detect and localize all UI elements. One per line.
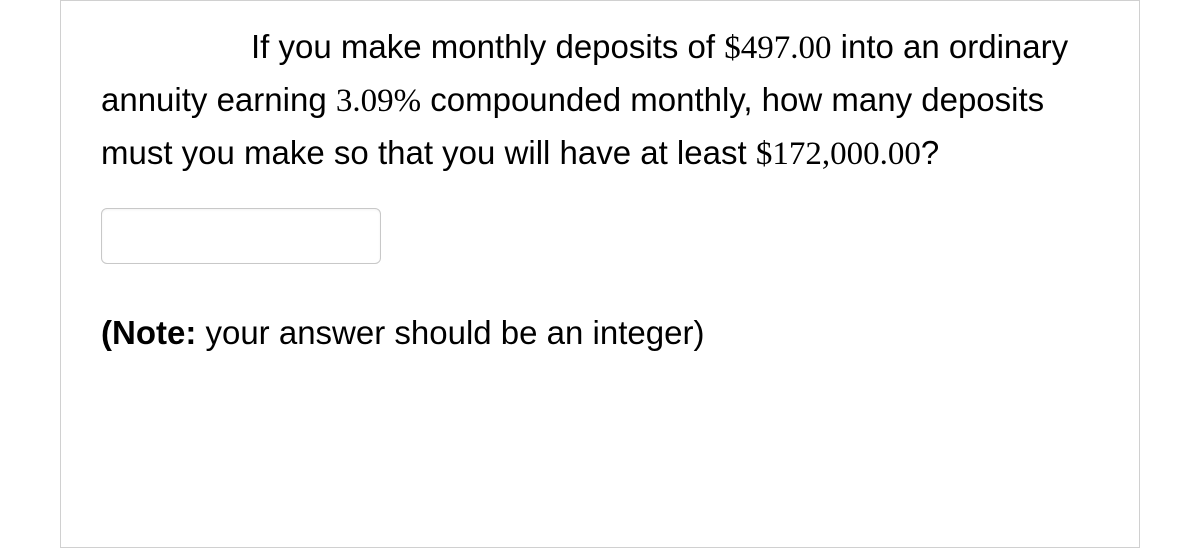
note-label: (Note: bbox=[101, 314, 196, 351]
note-text: (Note: your answer should be an integer) bbox=[101, 314, 1099, 352]
question-prefix: If you make monthly deposits of bbox=[251, 28, 724, 65]
interest-rate: 3.09% bbox=[336, 83, 421, 119]
question-card: If you make monthly deposits of $497.00 … bbox=[60, 0, 1140, 548]
deposit-amount: $497.00 bbox=[724, 30, 831, 66]
target-amount: $172,000.00 bbox=[756, 136, 921, 172]
question-text: If you make monthly deposits of $497.00 … bbox=[101, 21, 1099, 180]
answer-input[interactable] bbox=[101, 208, 381, 264]
question-suffix: ? bbox=[921, 134, 939, 171]
note-body: your answer should be an integer) bbox=[196, 314, 704, 351]
